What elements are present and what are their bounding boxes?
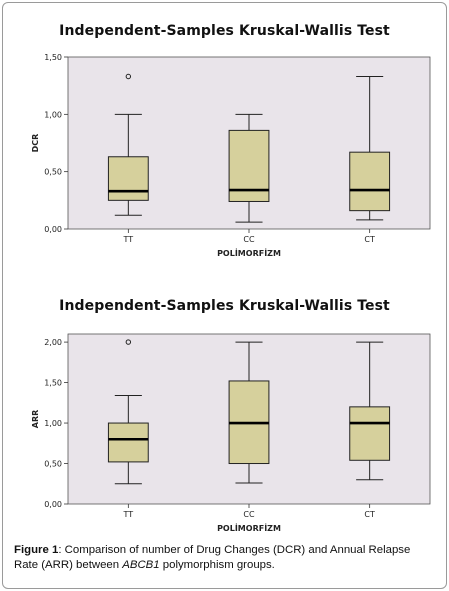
x-axis-label-dcr: POLİMORFİZM xyxy=(217,248,281,258)
box-arr-tt xyxy=(107,422,149,463)
outlier-arr-tt xyxy=(125,339,132,345)
y-tick-label-arr: 1,50 xyxy=(44,379,62,388)
y-tick-label-dcr: 0,50 xyxy=(44,168,62,177)
caption-gene-name: ABCB1 xyxy=(122,559,160,571)
x-tick-label-dcr-ct: CT xyxy=(364,235,375,244)
figure-caption: Figure 1: Comparison of number of Drug C… xyxy=(14,543,436,573)
chart-title-arr: Independent-Samples Kruskal-Wallis Test xyxy=(59,298,390,314)
chart-title-dcr: Independent-Samples Kruskal-Wallis Test xyxy=(59,23,390,39)
x-tick-label-dcr-cc: CC xyxy=(243,235,255,244)
y-tick-label-arr: 0,00 xyxy=(44,500,62,509)
y-tick-label-dcr: 1,00 xyxy=(44,110,62,119)
y-tick-label-arr: 1,00 xyxy=(44,419,62,428)
y-axis-label-dcr: DCR xyxy=(31,134,40,153)
caption-text-after: polymorphism groups. xyxy=(159,559,275,571)
y-tick-label-arr: 0,50 xyxy=(44,460,62,469)
box-arr-ct xyxy=(349,406,391,461)
box-plot-arr: 0,00 0,50 1,00 1,50 2,00 ARR TT CC CT POLİMORFİZM xyxy=(31,333,431,533)
caption-label: Figure 1 xyxy=(14,544,59,556)
y-tick-label-dcr: 1,50 xyxy=(44,53,62,62)
box-plot-dcr: 0,00 0,50 1,00 1,50 DCR TT CC CT POLİMORFİZM xyxy=(31,53,431,258)
caption-text-before: : Comparison of number of Drug Changes (… xyxy=(14,544,411,571)
box-dcr-ct xyxy=(349,151,391,212)
x-axis-label-arr: POLİMORFİZM xyxy=(217,523,281,533)
y-tick-label-dcr: 0,00 xyxy=(44,225,62,234)
y-axis-label-arr: ARR xyxy=(31,410,40,429)
x-tick-label-dcr-tt: TT xyxy=(123,235,134,244)
box-dcr-tt xyxy=(107,156,149,201)
x-tick-label-arr-cc: CC xyxy=(243,510,255,519)
x-tick-label-arr-ct: CT xyxy=(364,510,375,519)
outlier-dcr-tt xyxy=(125,73,132,80)
x-tick-label-arr-tt: TT xyxy=(123,510,134,519)
y-tick-label-arr: 2,00 xyxy=(44,338,62,347)
